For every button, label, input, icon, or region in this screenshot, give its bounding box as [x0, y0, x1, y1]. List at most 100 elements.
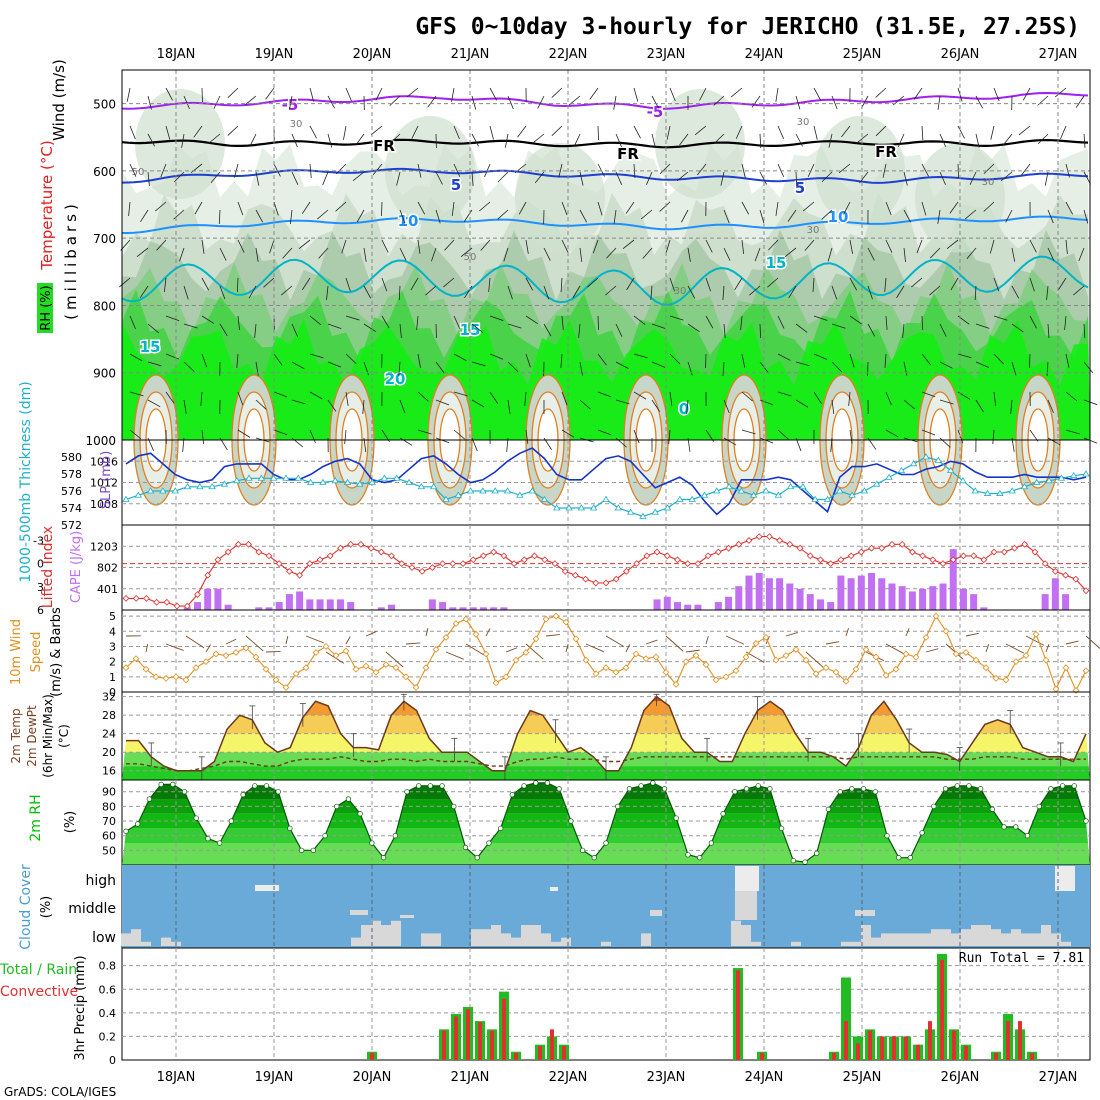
li-marker — [643, 552, 651, 560]
high-cloud-bar — [255, 885, 279, 891]
wind-barb — [613, 95, 617, 110]
rh-marker — [1024, 833, 1031, 839]
wind-barb — [633, 125, 641, 139]
rh-marker — [860, 786, 867, 792]
date-label-bottom: 25JAN — [843, 1070, 882, 1085]
thickness-marker — [159, 487, 167, 494]
wind-barb — [255, 171, 260, 186]
cape-bar — [847, 578, 855, 610]
rh-marker — [404, 789, 410, 795]
surface-wind-barb — [1085, 635, 1100, 650]
li-marker — [408, 564, 416, 571]
low-cloud-bar — [851, 941, 861, 946]
wind-speed-marker — [372, 668, 380, 676]
wind-barb — [375, 87, 383, 101]
li-marker — [480, 552, 487, 560]
li-marker — [214, 556, 222, 564]
rh-marker — [170, 781, 176, 788]
precip-convective-bar — [868, 1030, 872, 1060]
li-tick-label: 6 — [37, 604, 44, 617]
li-marker — [592, 579, 600, 587]
thickness-marker — [885, 473, 893, 480]
mid-cloud-bar — [650, 910, 662, 916]
surface-wind-barb — [485, 628, 491, 637]
wind-speed-marker — [162, 674, 170, 682]
date-label-bottom: 27JAN — [1039, 1070, 1078, 1085]
wind-speed-marker — [552, 612, 560, 620]
rh-marker — [720, 811, 726, 817]
li-marker — [398, 560, 406, 568]
li-marker — [449, 560, 457, 568]
wind-barb — [831, 95, 838, 110]
wind-speed-marker — [172, 673, 180, 681]
low-cloud-bar — [731, 920, 741, 946]
li-tick-label: -3 — [33, 534, 44, 547]
thickness-marker — [294, 474, 303, 481]
low-cloud-bar — [361, 925, 371, 946]
wind-barb — [939, 171, 946, 186]
thickness-marker — [602, 495, 610, 502]
low-cloud-bar — [1041, 925, 1051, 946]
low-cloud-bar — [791, 941, 801, 946]
wind-speed-marker — [462, 615, 470, 623]
rh-marker — [544, 780, 551, 786]
wind-barb — [759, 209, 765, 224]
wind-speed-marker — [152, 673, 160, 681]
low-cloud-bar — [421, 933, 431, 946]
li-marker — [337, 544, 344, 552]
wind-barb — [255, 247, 259, 262]
li-marker — [531, 552, 538, 560]
date-label-top: 27JAN — [1039, 47, 1078, 62]
wind-barb — [219, 285, 226, 300]
thickness-marker — [983, 489, 992, 496]
low-cloud-bar — [1061, 941, 1071, 946]
panel-frame — [121, 947, 1091, 1061]
low-cloud-bar — [871, 937, 881, 946]
thickness-marker — [749, 491, 758, 498]
li-marker — [183, 602, 191, 610]
wind-barb — [504, 133, 509, 148]
ylabel-temp: (°C) — [57, 724, 71, 748]
wind-barb — [993, 391, 997, 406]
thickness-marker — [688, 495, 696, 502]
li-marker — [970, 552, 978, 560]
rh-legend-swatch — [37, 283, 53, 333]
precip-tick-label: 0 — [109, 1054, 116, 1067]
surface-wind-barb — [265, 650, 281, 653]
cape-bar — [479, 607, 487, 610]
rh-marker — [146, 796, 153, 802]
precip-convective-bar — [490, 1030, 494, 1060]
pressure-tick-label: 1000 — [85, 434, 116, 448]
wind-barb — [615, 361, 629, 369]
rh-marker — [778, 825, 785, 832]
wind-barb — [622, 239, 635, 250]
li-marker — [428, 564, 436, 571]
cape-bar — [694, 604, 702, 610]
wind-barb — [201, 277, 210, 291]
wind-barb — [507, 399, 511, 414]
date-label-bottom: 19JAN — [255, 1070, 294, 1085]
high-cloud-bar — [550, 887, 558, 891]
wind-barb — [1011, 361, 1017, 376]
date-axis-top: 18JAN 19JAN 20JAN 21JAN 22JAN 23JAN 24JAN 25JAN… — [157, 47, 1078, 62]
thickness-marker — [713, 487, 721, 494]
wind-speed-marker — [572, 635, 580, 643]
wind-barb — [642, 247, 653, 259]
isotherm-line — [121, 255, 1089, 306]
wind-barb — [788, 285, 797, 299]
rh-marker — [263, 783, 270, 789]
wind-speed-marker — [602, 664, 610, 672]
low-cloud-bar — [991, 929, 1001, 946]
isotherm-line — [121, 138, 1089, 149]
wind-speed-marker — [382, 661, 390, 669]
wind-barb — [543, 285, 550, 300]
wind-barb — [849, 277, 858, 291]
rh-marker — [135, 821, 141, 827]
date-label-bottom: 18JAN — [157, 1070, 196, 1085]
thickness-marker — [909, 460, 918, 467]
wind-barb — [884, 353, 887, 368]
isotherm-line — [122, 215, 1089, 234]
wind-barb — [1046, 285, 1049, 300]
rh-marker — [427, 783, 434, 789]
